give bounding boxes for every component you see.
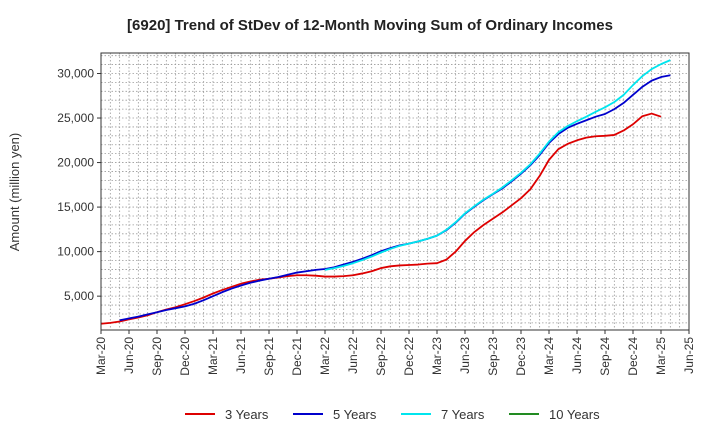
x-tick-label: Sep-24 [598,337,612,376]
y-tick-label: 10,000 [57,245,94,259]
x-tick-label: Sep-22 [374,337,388,376]
x-tick-label: Jun-25 [682,337,696,374]
x-tick-label: Sep-23 [486,337,500,376]
legend-item-7-years: 7 Years [401,407,485,422]
y-tick-label: 20,000 [57,156,94,170]
chart-title: [6920] Trend of StDev of 12-Month Moving… [127,17,613,34]
x-tick-label: Mar-20 [94,337,108,375]
y-tick-label: 25,000 [57,111,94,125]
legend-item-5-years: 5 Years [293,407,377,422]
x-tick-label: Mar-21 [206,337,220,375]
y-tick-label: 15,000 [57,200,94,214]
x-tick-label: Dec-20 [178,337,192,376]
legend-label: 7 Years [441,407,485,422]
x-tick-label: Mar-23 [430,337,444,375]
x-tick-label: Dec-24 [626,337,640,376]
x-tick-label: Dec-22 [402,337,416,376]
x-tick-label: Mar-25 [654,337,668,375]
y-tick-label: 5,000 [64,289,94,303]
x-tick-label: Sep-20 [150,337,164,376]
legend-label: 5 Years [333,407,377,422]
series-line-3-years [100,112,662,325]
series-line-7-years [324,59,671,271]
legend: 3 Years 5 Years 7 Years 10 Years [185,407,600,422]
x-tick-label: Jun-22 [346,337,360,374]
x-tick-label: Dec-23 [514,337,528,376]
x-tick-label: Jun-23 [458,337,472,374]
y-axis-label: Amount (million yen) [7,133,22,252]
x-tick-label: Jun-20 [122,337,136,374]
y-axis-ticks: 5,000 10,000 15,000 20,000 25,000 30,000 [57,66,101,303]
x-tick-label: Sep-21 [262,337,276,376]
x-tick-label: Mar-22 [318,337,332,375]
x-tick-label: Mar-24 [542,337,556,375]
legend-item-3-years: 3 Years [185,407,269,422]
x-tick-label: Jun-24 [570,337,584,374]
x-tick-label: Jun-21 [234,337,248,374]
legend-label: 10 Years [549,407,600,422]
grid [101,53,689,330]
legend-label: 3 Years [225,407,269,422]
x-axis-ticks: Mar-20 Jun-20 Sep-20 Dec-20 Mar-21 Jun-21 Sep-… [94,330,696,376]
x-tick-label: Dec-21 [290,337,304,376]
plot-area [100,52,690,331]
series-lines [100,59,671,325]
y-tick-label: 30,000 [57,66,94,80]
legend-item-10-years: 10 Years [509,407,600,422]
series-line-5-years [119,74,671,322]
